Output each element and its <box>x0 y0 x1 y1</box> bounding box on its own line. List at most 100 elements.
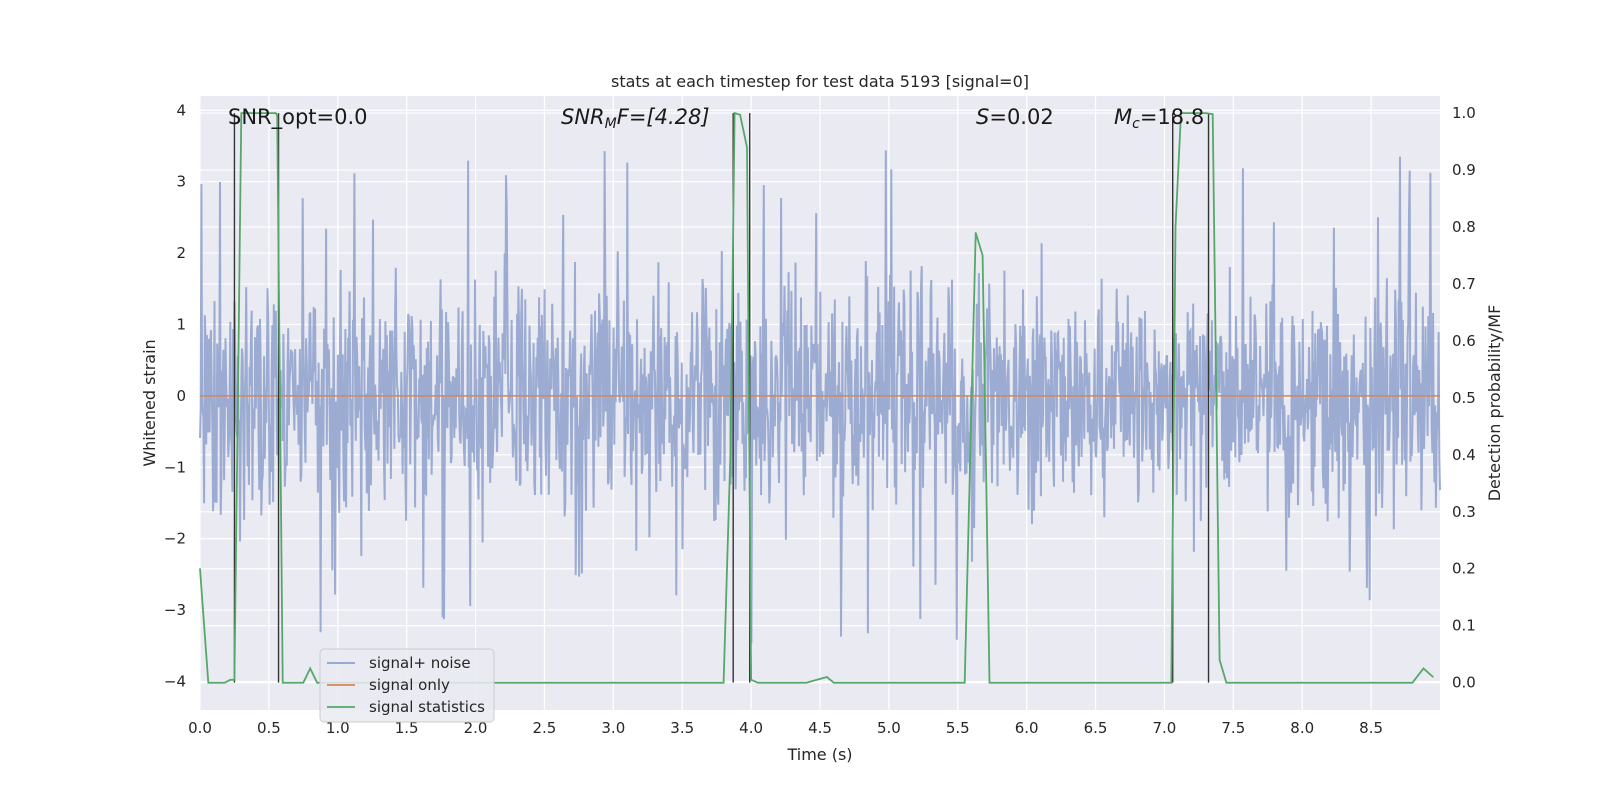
x-tick-label: 1.0 <box>326 719 350 737</box>
y-left-tick-label: −1 <box>164 458 186 476</box>
signal-statistics-point <box>1422 667 1425 670</box>
x-tick-label: 7.0 <box>1153 719 1177 737</box>
signal-noise-line <box>199 150 1441 644</box>
signal-statistics-point <box>282 682 284 684</box>
legend-label-signal-only: signal only <box>369 676 450 694</box>
y-axis-left-label: Whitened strain <box>140 339 159 466</box>
signal-statistics-point <box>750 679 752 681</box>
x-tick-label: 3.0 <box>601 719 625 737</box>
signal-statistics-point <box>1191 112 1193 114</box>
y-left-tick-label: 1 <box>176 315 186 333</box>
signal-statistics-point <box>1180 112 1182 114</box>
signal-statistics-point <box>1219 659 1221 661</box>
x-tick-label: 6.5 <box>1084 719 1108 737</box>
y-left-tick-label: −2 <box>164 530 186 548</box>
signal-statistics-point <box>233 679 235 681</box>
annotation-snr-mf-prefix: SNR <box>561 105 605 129</box>
y-left-tick-label: 4 <box>176 101 186 119</box>
x-axis-ticks: 0.0 0.5 1.0 1.5 2.0 2.5 3.0 3.5 4.0 4.5 5.0 5.5 6.0 6… <box>188 719 1383 737</box>
signal-statistics-point <box>1225 682 1227 684</box>
x-tick-label: 1.5 <box>395 719 419 737</box>
annotation-s-prefix: S <box>976 105 989 129</box>
legend-label-signal-noise: signal+ noise <box>369 654 471 672</box>
signal-statistics-point <box>302 682 304 684</box>
signal-statistics-point <box>1246 682 1248 684</box>
signal-statistics-point <box>612 682 614 684</box>
y-right-tick-label: 0.1 <box>1452 617 1476 635</box>
x-tick-label: 2.5 <box>533 719 557 737</box>
annotation-snr-mf: SNRMF=[4.28] <box>561 105 710 132</box>
y-left-tick-label: 0 <box>176 387 186 405</box>
signal-statistics-point <box>229 679 231 681</box>
x-tick-label: 8.0 <box>1290 719 1314 737</box>
signal-statistics-point <box>888 682 890 684</box>
annotation-snr-mf-suffix: F=[4.28] <box>617 105 710 129</box>
x-tick-label: 4.5 <box>808 719 832 737</box>
y-left-tick-label: −4 <box>164 672 186 690</box>
x-tick-label: 6.0 <box>1015 719 1039 737</box>
signal-statistics-point <box>1343 682 1345 684</box>
signal-statistics-point <box>199 568 201 570</box>
signal-statistics-point <box>988 682 991 684</box>
y-right-tick-label: 1.0 <box>1452 104 1476 122</box>
annotation-snr-opt: SNR_opt=0.0 <box>228 105 368 130</box>
annotation-mc-prefix: M <box>1114 105 1132 129</box>
signal-statistics-point <box>1432 676 1434 678</box>
y-right-tick-label: 0.7 <box>1452 275 1476 293</box>
signal-statistics-point <box>1411 682 1413 684</box>
annotation-s: S=0.02 <box>976 105 1054 129</box>
legend: signal+ noise signal only signal statist… <box>319 648 495 723</box>
signal-statistics-point <box>729 454 732 456</box>
signal-statistics-point <box>213 682 215 684</box>
y-right-tick-label: 0.6 <box>1452 332 1476 350</box>
x-tick-label: 0.5 <box>257 719 281 737</box>
signal-statistics-point <box>207 682 209 684</box>
annotation-mc: Mc=18.8 <box>1114 105 1204 132</box>
annotation-mc-sub: c <box>1132 116 1140 132</box>
signal-statistics-point <box>739 114 741 116</box>
y-left-tick-label: 2 <box>176 244 186 262</box>
y-left-tick-label: 3 <box>176 173 186 191</box>
signal-statistics-point <box>1170 682 1172 684</box>
legend-label-signal-statistics: signal statistics <box>369 698 485 716</box>
y-right-tick-label: 0.5 <box>1452 389 1476 407</box>
y-left-tick-label: −3 <box>164 601 186 619</box>
signal-statistics-point <box>1301 682 1303 684</box>
signal-statistics-point <box>764 682 766 684</box>
signal-statistics-point <box>734 112 736 114</box>
signal-statistics-point <box>964 682 966 684</box>
signal-statistics-series <box>199 111 1434 684</box>
signal-statistics-point <box>238 340 240 342</box>
signal-statistics-point <box>1174 226 1177 228</box>
y-axis-right-label: Detection probability/MF <box>1485 305 1504 502</box>
y-right-tick-label: 0.9 <box>1452 161 1476 179</box>
signal-statistics-point <box>268 112 270 114</box>
signal-statistics-point <box>826 676 828 678</box>
signal-statistics-point <box>1163 682 1165 684</box>
signal-statistics-point <box>757 682 759 684</box>
x-tick-label: 8.5 <box>1359 719 1383 737</box>
signal-statistics-point <box>276 115 278 117</box>
signal-statistics-point <box>922 682 924 684</box>
x-axis-label: Time (s) <box>786 745 852 764</box>
y-right-tick-label: 0.8 <box>1452 218 1476 236</box>
signal-statistics-point <box>240 112 242 114</box>
signal-statistics-point <box>982 254 984 257</box>
signal-statistics-point <box>723 682 725 684</box>
signal-statistics-point <box>957 682 959 684</box>
y-right-tick-label: 0.2 <box>1452 560 1476 578</box>
signal-statistics-point <box>1205 112 1207 114</box>
x-tick-label: 5.0 <box>877 719 901 737</box>
y-axis-left-ticks: −4 −3 −2 −1 0 1 2 3 4 <box>164 101 186 690</box>
x-tick-label: 2.0 <box>464 719 488 737</box>
x-tick-label: 3.5 <box>670 719 694 737</box>
signal-statistics-point <box>316 682 318 684</box>
signal-statistics-point <box>998 682 1000 684</box>
annotation-snr-mf-sub: M <box>605 116 617 132</box>
annotation-s-value: =0.02 <box>989 105 1053 129</box>
signal-statistics-line <box>199 111 1434 684</box>
signal-statistics-point <box>309 667 311 670</box>
x-tick-label: 5.5 <box>946 719 970 737</box>
signal-statistics-point <box>1336 682 1338 684</box>
